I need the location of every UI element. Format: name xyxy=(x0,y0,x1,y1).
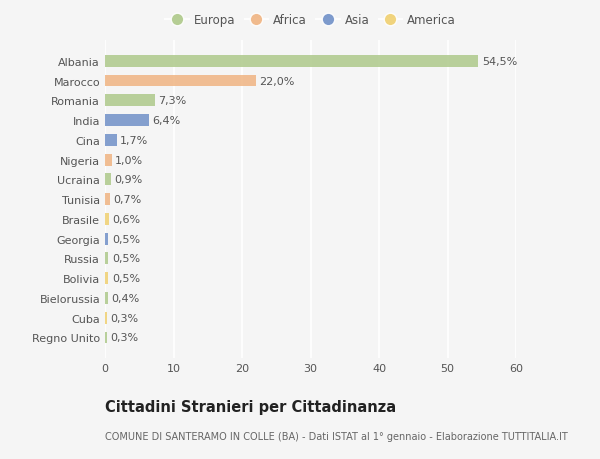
Text: 0,4%: 0,4% xyxy=(111,293,139,303)
Legend: Europa, Africa, Asia, America: Europa, Africa, Asia, America xyxy=(161,9,460,32)
Text: 1,7%: 1,7% xyxy=(120,135,148,146)
Text: 7,3%: 7,3% xyxy=(158,96,187,106)
Bar xyxy=(105,233,109,245)
Bar xyxy=(105,292,108,304)
Text: 0,5%: 0,5% xyxy=(112,274,140,284)
Bar xyxy=(105,95,155,107)
Bar xyxy=(105,213,109,225)
Bar xyxy=(105,115,149,127)
Bar xyxy=(105,253,109,265)
Text: 0,5%: 0,5% xyxy=(112,234,140,244)
Bar xyxy=(105,174,111,186)
Bar xyxy=(105,332,107,344)
Text: 22,0%: 22,0% xyxy=(259,76,295,86)
Bar xyxy=(105,194,110,206)
Text: 0,5%: 0,5% xyxy=(112,254,140,264)
Text: 0,7%: 0,7% xyxy=(113,195,142,205)
Text: 0,3%: 0,3% xyxy=(110,333,139,343)
Bar xyxy=(105,154,112,166)
Text: COMUNE DI SANTERAMO IN COLLE (BA) - Dati ISTAT al 1° gennaio - Elaborazione TUTT: COMUNE DI SANTERAMO IN COLLE (BA) - Dati… xyxy=(105,431,568,442)
Text: 0,3%: 0,3% xyxy=(110,313,139,323)
Bar xyxy=(105,312,107,324)
Text: Cittadini Stranieri per Cittadinanza: Cittadini Stranieri per Cittadinanza xyxy=(105,399,396,414)
Bar xyxy=(105,273,109,285)
Bar xyxy=(105,134,116,146)
Text: 6,4%: 6,4% xyxy=(152,116,181,126)
Bar xyxy=(105,56,478,67)
Text: 1,0%: 1,0% xyxy=(115,155,143,165)
Text: 54,5%: 54,5% xyxy=(482,56,517,67)
Bar xyxy=(105,75,256,87)
Text: 0,9%: 0,9% xyxy=(115,175,143,185)
Text: 0,6%: 0,6% xyxy=(113,214,140,224)
